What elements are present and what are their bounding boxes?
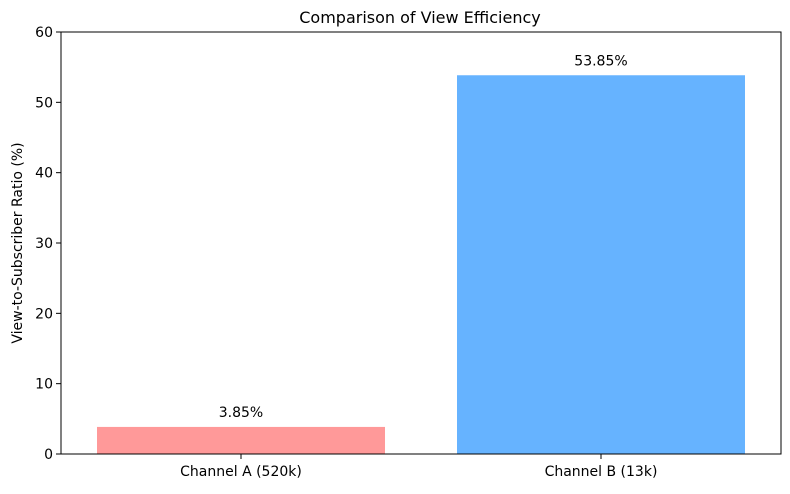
y-tick-label: 40 (35, 166, 53, 182)
x-tick-label: Channel B (13k) (545, 464, 658, 480)
x-axis-ticks: Channel A (520k) Channel B (13k) (180, 454, 657, 480)
y-tick-label: 50 (35, 95, 53, 111)
bar (97, 426, 385, 454)
x-tick-label: Channel A (520k) (180, 464, 302, 480)
y-axis-label: View-to-Subscriber Ratio (%) (10, 142, 26, 343)
y-axis-ticks: 0 10 20 30 40 50 60 (35, 25, 61, 463)
plot-frame (60, 31, 782, 455)
y-tick-label: 60 (35, 25, 53, 41)
y-tick-label: 10 (35, 377, 53, 393)
chart-title: Comparison of View Efficiency (299, 8, 541, 27)
bar-value-label: 53.85% (574, 53, 627, 69)
bar-value-label: 3.85% (219, 405, 263, 421)
y-tick-label: 20 (35, 306, 53, 322)
y-tick-label: 30 (35, 236, 53, 252)
y-tick-label: 0 (44, 447, 53, 463)
bars-group (97, 75, 745, 454)
bar (457, 75, 745, 454)
bar-value-labels: 3.85% 53.85% (219, 53, 628, 421)
